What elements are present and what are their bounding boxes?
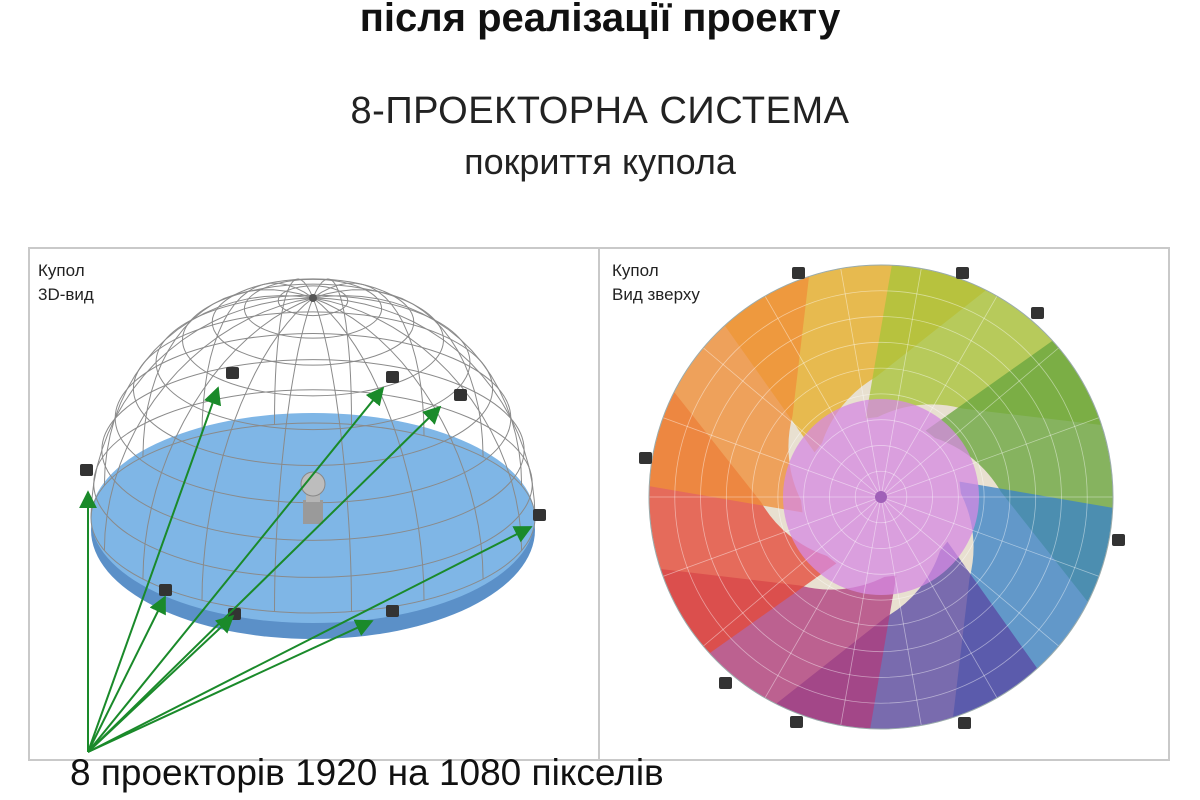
projector-icon xyxy=(790,716,803,728)
arrow-icon xyxy=(87,595,166,753)
coverage-segment xyxy=(649,265,812,513)
dome-wireframe xyxy=(90,278,536,614)
arrow-icon xyxy=(87,619,374,753)
arrow-icon xyxy=(87,405,442,753)
arrow-icon xyxy=(87,386,222,753)
projector-icon xyxy=(386,371,399,383)
projector-icon xyxy=(1031,307,1044,319)
dome-apex xyxy=(309,294,317,302)
panel-label-top: Купол Вид зверху xyxy=(612,259,700,307)
projector-icon xyxy=(533,509,546,521)
page-subtitle: покриття купола xyxy=(464,141,736,182)
projector-icon xyxy=(956,267,969,279)
projector-icon xyxy=(639,452,652,464)
projector-icon xyxy=(958,717,971,729)
panel-label-line2: Вид зверху xyxy=(612,285,700,304)
top-view-rim xyxy=(648,264,1114,730)
panel-label-line1: Купол xyxy=(38,261,85,280)
projector-icon xyxy=(226,367,239,379)
dome-3d xyxy=(80,278,546,639)
arrow-icon xyxy=(87,526,533,753)
center-stand xyxy=(300,471,326,524)
projector-icon xyxy=(80,464,93,476)
projector-icon xyxy=(1112,534,1125,546)
projector-icon xyxy=(792,267,805,279)
projector-icon xyxy=(159,584,172,596)
top-view-center xyxy=(875,491,887,503)
panel-label-3d: Купол 3D-вид xyxy=(38,259,94,307)
caption: 8 проекторів 1920 на 1080 пікселів xyxy=(70,752,664,793)
panel-label-line1: Купол xyxy=(612,261,659,280)
projector-icon xyxy=(454,389,467,401)
projector-icon xyxy=(386,605,399,617)
page-subtitle-top: після реалізації проекту xyxy=(359,0,841,40)
top-view-grid xyxy=(648,264,1114,730)
arrow-icon xyxy=(87,386,385,753)
dome-top-view xyxy=(639,264,1125,730)
page-title: 8-ПРОЕКТОРНА СИСТЕМА xyxy=(350,90,850,132)
panel-label-line2: 3D-вид xyxy=(38,285,94,304)
projector-icon xyxy=(719,677,732,689)
